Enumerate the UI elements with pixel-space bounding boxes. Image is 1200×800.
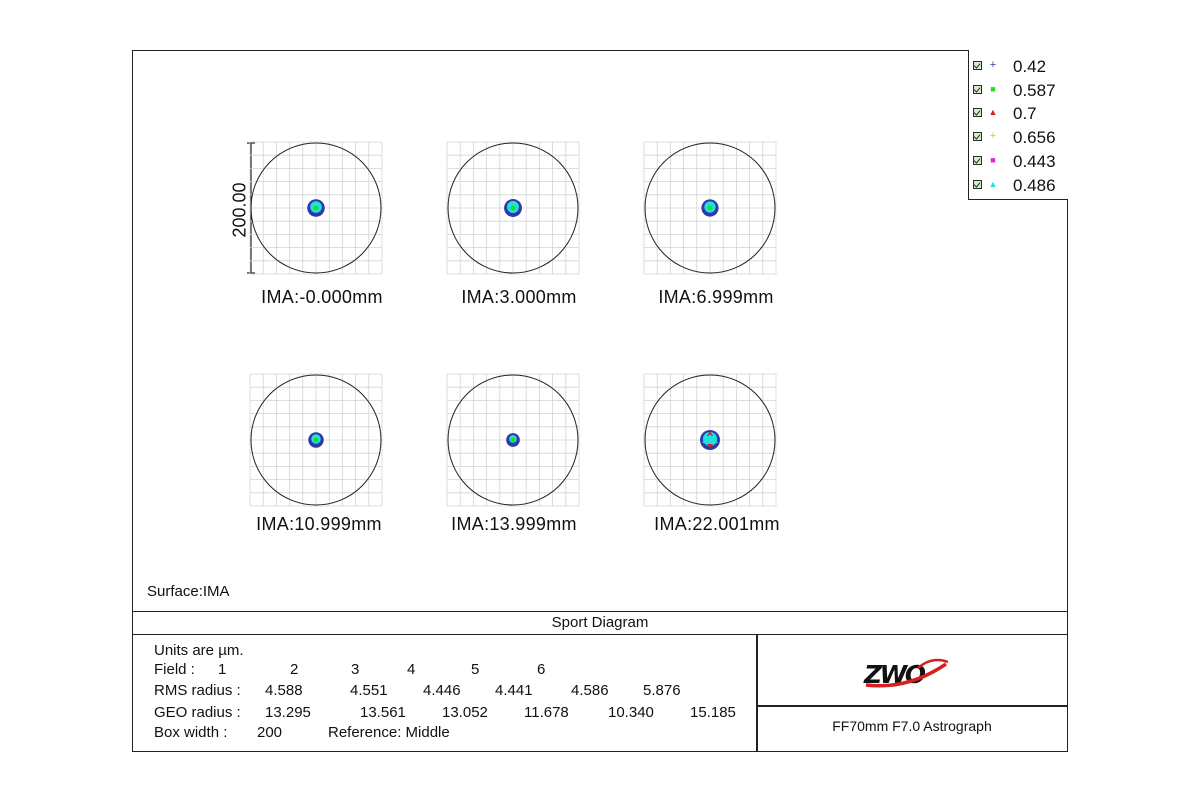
geo-value: 13.295 <box>265 704 311 721</box>
legend-value: 0.42 <box>1013 57 1047 76</box>
checkbox-icon[interactable] <box>973 180 982 189</box>
field-number: 5 <box>471 661 480 678</box>
rms-value: 4.441 <box>495 682 533 699</box>
rms-value: 5.876 <box>643 682 681 699</box>
geo-value: 10.340 <box>608 704 654 721</box>
legend-value: 0.7 <box>1013 104 1037 123</box>
rms-value: 4.588 <box>265 682 303 699</box>
checkbox-icon[interactable] <box>973 85 982 94</box>
field-number: 2 <box>290 661 299 678</box>
product-name: FF70mm F7.0 Astrograph <box>832 718 992 734</box>
geo-value: 15.185 <box>690 704 736 721</box>
rms-value: 4.446 <box>423 682 461 699</box>
checkbox-icon[interactable] <box>973 61 982 70</box>
surface-label: Surface:IMA <box>147 583 230 600</box>
triangle-marker-icon: ▲ <box>988 179 998 189</box>
field-number: 4 <box>407 661 416 678</box>
geo-row-label: GEO radius : <box>154 704 241 721</box>
checkbox-icon[interactable] <box>973 108 982 117</box>
field-label-3: IMA:6.999mm <box>658 287 774 307</box>
zwo-logo: ZWO <box>863 658 949 689</box>
divider <box>756 705 1068 707</box>
legend-row[interactable]: ▲ 0.486 <box>969 174 1069 198</box>
rms-row-label: RMS radius : <box>154 682 241 699</box>
field-number: 6 <box>537 661 546 678</box>
field-label-4: IMA:10.999mm <box>256 514 382 534</box>
reference-text: Reference: Middle <box>328 724 450 741</box>
box-width-value: 200 <box>257 724 283 741</box>
legend-row[interactable]: + 0.42 <box>969 55 1069 79</box>
checkbox-icon[interactable] <box>973 132 982 141</box>
legend-value: 0.587 <box>1013 81 1056 100</box>
field-number: 3 <box>351 661 360 678</box>
legend-value: 0.443 <box>1013 152 1056 171</box>
field-row-label: Field : <box>154 661 195 678</box>
legend-row[interactable]: + 0.656 <box>969 126 1069 150</box>
field-number: 1 <box>218 661 227 678</box>
rms-value: 4.586 <box>571 682 609 699</box>
box-width-label: Box width : <box>154 724 228 741</box>
field-label-1: IMA:-0.000mm <box>261 287 383 307</box>
rms-value: 4.551 <box>350 682 388 699</box>
field-label-2: IMA:3.000mm <box>461 287 577 307</box>
legend-row[interactable]: ▲ 0.7 <box>969 102 1069 126</box>
geo-value: 13.052 <box>442 704 488 721</box>
legend-row[interactable]: ■ 0.587 <box>969 79 1069 103</box>
plot-frame <box>132 50 1068 752</box>
chart-title: Sport Diagram <box>132 611 1068 635</box>
legend-value: 0.486 <box>1013 176 1056 195</box>
field-label-6: IMA:22.001mm <box>654 514 780 534</box>
checkbox-icon[interactable] <box>973 156 982 165</box>
plus-marker-icon: + <box>989 130 997 142</box>
square-marker-icon: ■ <box>990 84 996 94</box>
wavelength-legend: + 0.42 ■ 0.587 ▲ 0.7 + 0.656 ■ 0.443 ▲ 0… <box>968 50 1068 200</box>
square-marker-icon: ■ <box>990 155 996 165</box>
divider <box>756 635 758 752</box>
geo-value: 11.678 <box>524 704 569 721</box>
triangle-marker-icon: ▲ <box>988 107 998 117</box>
plus-marker-icon: + <box>989 59 997 71</box>
geo-value: 13.561 <box>360 704 406 721</box>
field-label-5: IMA:13.999mm <box>451 514 577 534</box>
legend-row[interactable]: ■ 0.443 <box>969 150 1069 174</box>
units-line: Units are µm. <box>154 642 244 659</box>
scale-bar-label: 200.00 <box>229 182 250 238</box>
legend-value: 0.656 <box>1013 128 1056 147</box>
